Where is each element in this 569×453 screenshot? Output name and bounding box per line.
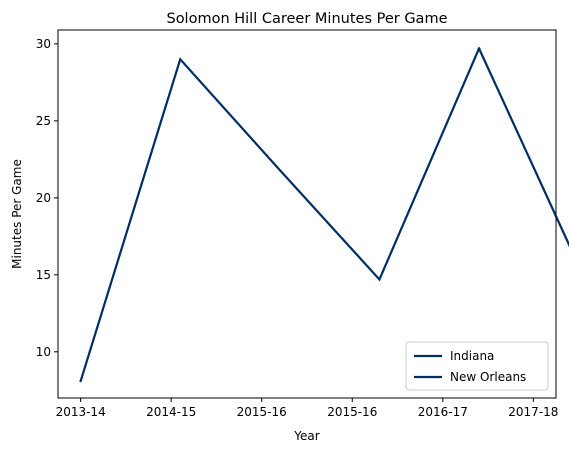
y-axis-ticks: 10 15 20 25 30 <box>36 37 58 359</box>
legend: Indiana New Orleans <box>406 342 548 390</box>
y-tick-label: 20 <box>36 191 51 205</box>
x-tick-label: 2015-16 <box>237 405 287 419</box>
y-tick-label: 30 <box>36 37 51 51</box>
legend-label-0: Indiana <box>450 349 494 363</box>
legend-label-1: New Orleans <box>450 370 526 384</box>
y-axis-label: Minutes Per Game <box>10 159 24 269</box>
y-tick-label: 10 <box>36 345 51 359</box>
x-tick-label: 2013-14 <box>56 405 106 419</box>
x-tick-label: 2017-18 <box>508 405 558 419</box>
x-tick-label: 2015-16 <box>327 405 377 419</box>
y-tick-label: 15 <box>36 268 51 282</box>
x-axis-label: Year <box>293 429 319 443</box>
chart-title: Solomon Hill Career Minutes Per Game <box>166 11 447 27</box>
x-tick-label: 2016-17 <box>418 405 468 419</box>
x-axis-ticks: 2013-14 2014-15 2015-16 2015-16 2016-17 2017-… <box>56 398 559 419</box>
x-tick-label: 2014-15 <box>146 405 196 419</box>
y-tick-label: 25 <box>36 114 51 128</box>
series-line-0 <box>81 48 479 381</box>
